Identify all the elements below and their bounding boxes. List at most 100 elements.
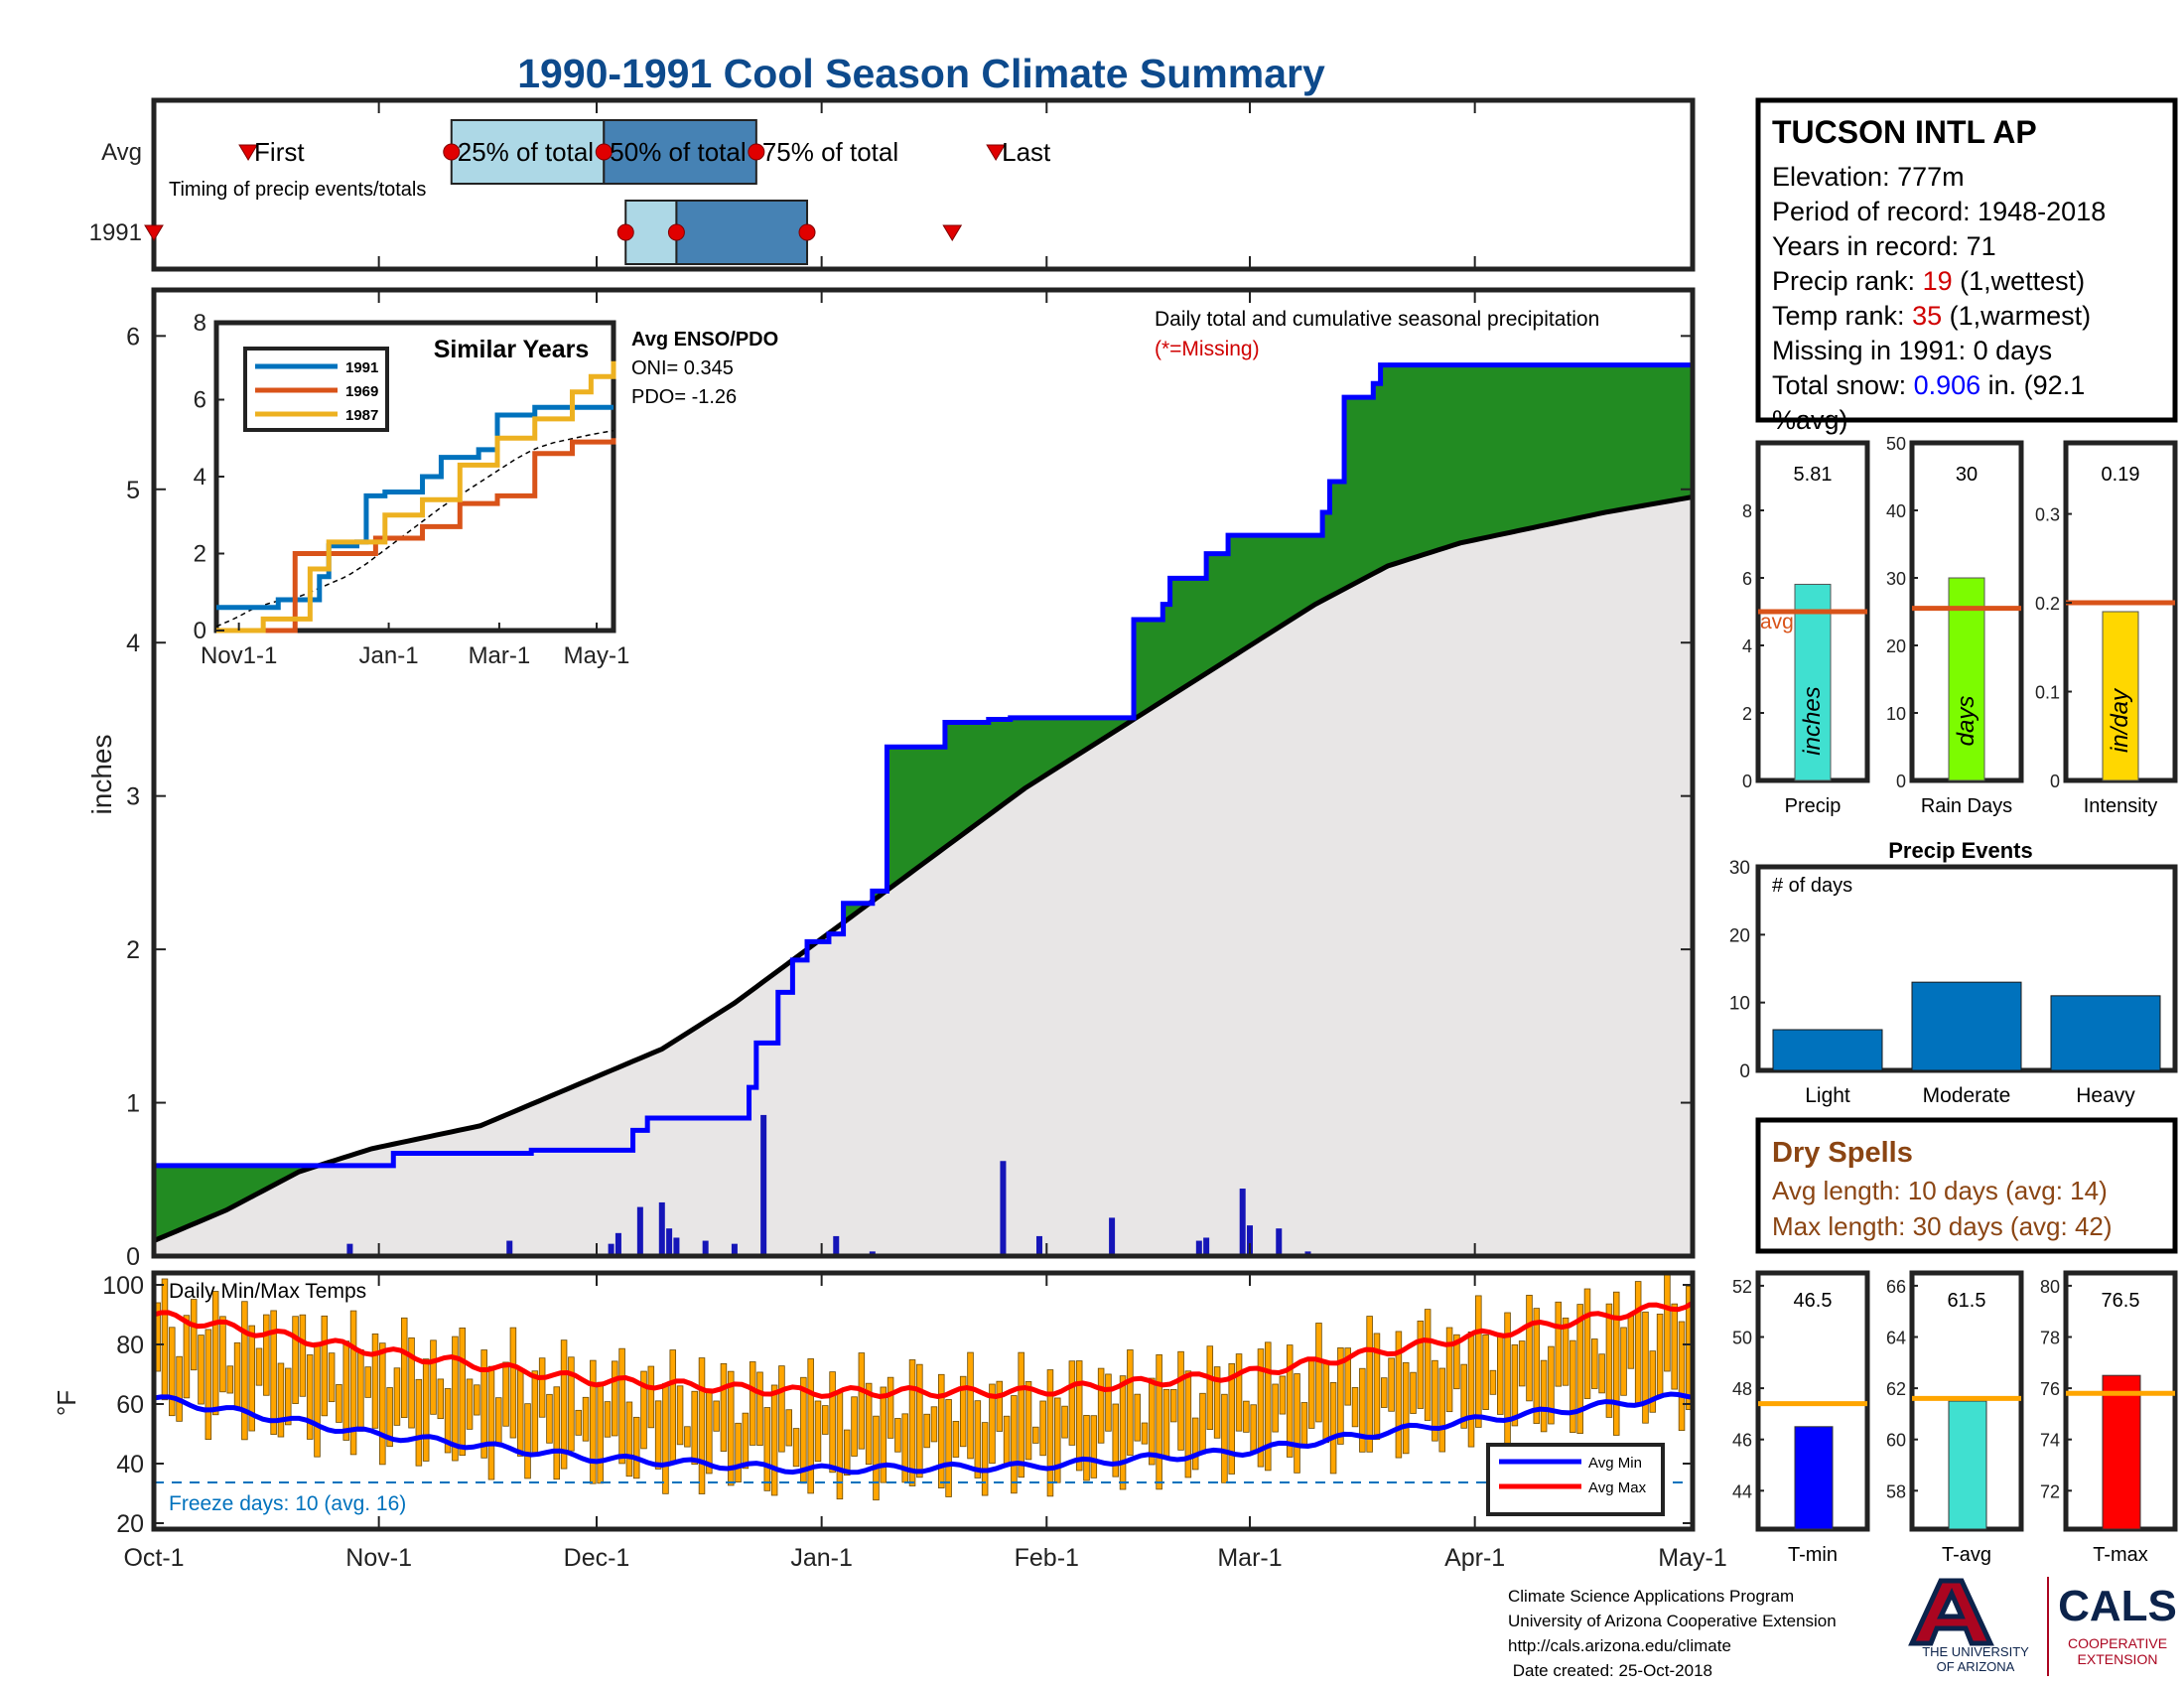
inset-xtick-label: Mar-1 xyxy=(469,642,531,669)
legend-label-1991: 1991 xyxy=(345,359,378,376)
daily-temp-bar xyxy=(1199,1392,1206,1455)
inset-xtick-label: Jan-1 xyxy=(359,642,419,669)
daily-temp-bar xyxy=(422,1358,430,1462)
daily-temp-bar xyxy=(1410,1371,1417,1414)
daily-temp-bar xyxy=(1257,1348,1265,1468)
panel-ytick-label: 10 xyxy=(1886,704,1906,724)
daily-temp-bar xyxy=(785,1409,792,1447)
daily-temp-bar xyxy=(538,1357,546,1418)
daily-temp-bar xyxy=(1177,1350,1184,1451)
daily-temp-bar xyxy=(437,1378,445,1420)
temp-panel-value-label: 76.5 xyxy=(2102,1290,2140,1312)
daily-temp-bar xyxy=(1576,1304,1583,1434)
daily-temp-bar xyxy=(1243,1400,1250,1433)
daily-temp-bar xyxy=(640,1370,647,1450)
daily-temp-bar xyxy=(604,1401,612,1438)
daily-temp-bar xyxy=(1272,1383,1279,1433)
inset-title: Similar Years xyxy=(434,336,590,363)
t-avg-bar xyxy=(1948,1400,1987,1530)
daily-temp-bar xyxy=(880,1386,887,1483)
precip-ytick-label: 3 xyxy=(126,783,140,811)
station-elevation: Elevation: 777m xyxy=(1772,162,1965,192)
daily-temp-bar xyxy=(176,1355,183,1422)
daily-temp-bar xyxy=(524,1403,531,1479)
daily-precip-bar xyxy=(636,1206,643,1256)
daily-temp-bar xyxy=(989,1383,996,1465)
1991-first-marker xyxy=(144,224,164,241)
precip-rank-value: 19 xyxy=(1923,266,1953,296)
temp-panel-ytick-label: 78 xyxy=(2040,1329,2060,1348)
temp-panel-ytick-label: 76 xyxy=(2040,1379,2060,1399)
daily-temp-bar xyxy=(612,1360,618,1437)
daily-temp-bar xyxy=(873,1415,880,1501)
daily-temp-bar xyxy=(1366,1316,1373,1453)
t-max-bar xyxy=(2102,1374,2141,1530)
daily-temp-bar xyxy=(1612,1291,1620,1436)
daily-temp-bar xyxy=(792,1428,800,1468)
x-tick-label: Jan-1 xyxy=(790,1544,853,1572)
daily-temp-bar xyxy=(1307,1357,1315,1429)
university-of-arizona-logo: THE UNIVERSITY OF ARIZONA xyxy=(1908,1578,2029,1674)
daily-precip-bar xyxy=(1247,1225,1254,1256)
daily-temp-bar xyxy=(466,1378,474,1430)
temp-rank-prefix: Temp rank: xyxy=(1772,301,1912,331)
daily-temp-bar xyxy=(930,1406,938,1443)
daily-precip-bar xyxy=(1195,1240,1202,1256)
daily-temp-bar xyxy=(974,1400,982,1478)
temp-frame xyxy=(151,1270,1696,1532)
daily-temp-bar xyxy=(328,1352,336,1403)
daily-temp-bar xyxy=(1329,1382,1337,1475)
temp-panel-ytick-label: 64 xyxy=(1886,1329,1906,1348)
temp-ytick-label: 80 xyxy=(116,1332,144,1359)
daily-temp-bar xyxy=(1351,1387,1359,1428)
precip-bar xyxy=(1794,583,1832,781)
panel-avg-label: avg xyxy=(1760,611,1794,633)
daily-temp-bar xyxy=(1417,1321,1425,1409)
daily-temp-bar xyxy=(654,1400,662,1470)
daily-temp-bar xyxy=(967,1351,974,1460)
temp-panel-xlabel: T-max xyxy=(2093,1544,2148,1566)
daily-temp-bar xyxy=(625,1401,633,1477)
daily-temp-bar xyxy=(255,1347,263,1386)
daily-temp-bar xyxy=(1533,1308,1541,1424)
temp-panel-ytick-label: 58 xyxy=(1886,1481,1906,1501)
precip-events-panel: Precip Events # of days Light Moderate Hea… xyxy=(1729,838,2178,1107)
inset-series-1991 xyxy=(216,404,614,611)
oni-value: ONI= 0.345 xyxy=(631,357,734,379)
daily-temp-bar xyxy=(480,1349,487,1459)
timing-row-avg-label: Avg xyxy=(101,139,142,166)
timing-panel: Avg 1991 Timing of precip events/totals … xyxy=(89,97,1696,272)
daily-temp-bar xyxy=(1068,1360,1076,1446)
daily-temp-bar xyxy=(691,1390,698,1466)
inset-xtick-label: Nov1-1 xyxy=(201,642,277,669)
daily-temp-bar xyxy=(219,1316,226,1393)
daily-temp-bar xyxy=(1664,1274,1671,1372)
daily-temp-bar xyxy=(858,1352,866,1450)
1991-last-marker xyxy=(942,224,963,241)
daily-temp-bar xyxy=(1061,1405,1068,1439)
daily-temp-bar xyxy=(894,1418,901,1453)
daily-temp-bar xyxy=(371,1333,379,1429)
panel-ytick-label: 0.3 xyxy=(2035,505,2060,525)
daily-precip-bar xyxy=(1239,1189,1246,1256)
events-ytick-label: 10 xyxy=(1729,994,1750,1015)
temp-panel-xlabel: T-avg xyxy=(1942,1544,1991,1566)
daily-temp-bar xyxy=(553,1386,561,1480)
daily-temp-bar xyxy=(1286,1344,1294,1458)
inset-series-1969 xyxy=(216,438,616,633)
x-tick-label: Nov-1 xyxy=(345,1544,412,1572)
daily-temp-bar xyxy=(829,1371,836,1474)
daily-temp-bar xyxy=(430,1339,437,1415)
intensity-bar xyxy=(2102,611,2139,781)
daily-temp-bar xyxy=(270,1310,277,1435)
daily-temp-bar xyxy=(713,1400,720,1432)
temperature-chart: 20 40 60 80 100 °F Daily Min/Max Temps Freez… xyxy=(52,1270,1696,1538)
daily-precip-bar xyxy=(346,1243,353,1256)
events-ylabel: # of days xyxy=(1772,875,1852,897)
events-ytick-label: 30 xyxy=(1729,858,1750,879)
daily-temp-bar xyxy=(568,1356,575,1452)
daily-temp-bar xyxy=(1432,1359,1438,1442)
daily-temp-bar xyxy=(349,1310,357,1456)
daily-temp-bar xyxy=(509,1327,517,1439)
1991-box-50-75 xyxy=(675,200,809,265)
